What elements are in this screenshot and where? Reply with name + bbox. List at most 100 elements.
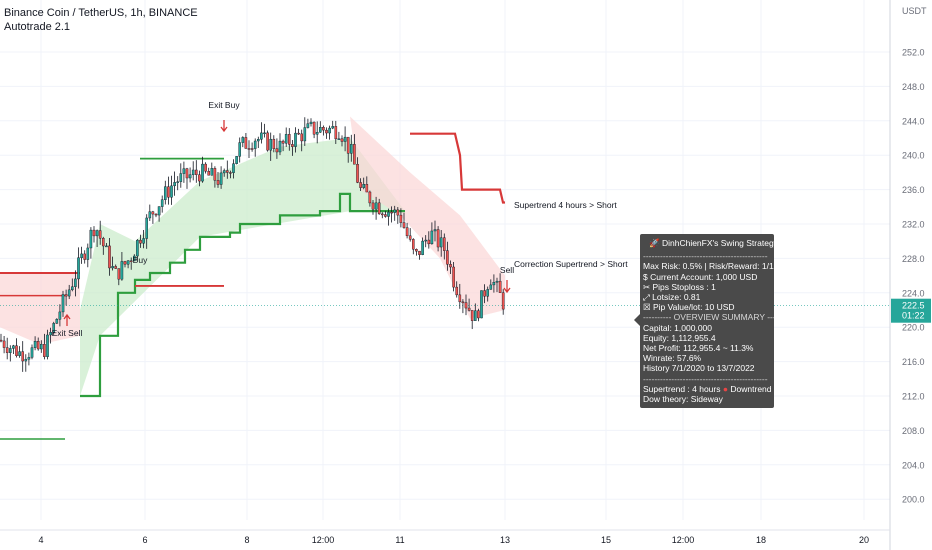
candle-body bbox=[225, 170, 229, 173]
info-row: $ Current Account: 1,000 USD bbox=[643, 271, 758, 282]
candle-body bbox=[433, 229, 437, 232]
time-tick-label: 12:00 bbox=[672, 535, 695, 545]
candle-body bbox=[40, 343, 43, 350]
candle-body bbox=[250, 148, 254, 150]
price-tick-label: 252.0 bbox=[902, 48, 925, 58]
candle-body bbox=[8, 348, 12, 353]
candle-body bbox=[263, 132, 266, 135]
price-tick-label: 232.0 bbox=[902, 220, 925, 230]
candle-body bbox=[266, 132, 269, 151]
candle-body bbox=[136, 239, 139, 257]
candle-body bbox=[198, 174, 201, 182]
supertrend-row: Supertrend : 4 hours ● Downtrend bbox=[643, 384, 774, 394]
chart-header: Binance Coin / TetherUS, 1h, BINANCE Aut… bbox=[4, 6, 198, 34]
price-tick-label: 244.0 bbox=[902, 116, 925, 126]
candle-body bbox=[21, 351, 25, 362]
time-tick-label: 20 bbox=[859, 535, 869, 545]
time-tick-label: 4 bbox=[38, 535, 43, 545]
candle-body bbox=[421, 240, 424, 255]
candle-body bbox=[294, 132, 297, 147]
candle-body bbox=[486, 289, 490, 297]
candle-body bbox=[126, 260, 130, 265]
price-tick-label: 248.0 bbox=[902, 82, 925, 92]
candle-body bbox=[111, 266, 114, 269]
time-tick-label: 11 bbox=[395, 535, 404, 545]
candles bbox=[0, 117, 505, 372]
symbol-title[interactable]: Binance Coin / TetherUS, 1h, BINANCE bbox=[4, 7, 198, 19]
candle-body bbox=[43, 343, 46, 357]
candle-body bbox=[418, 250, 421, 255]
candle-body bbox=[247, 148, 251, 150]
candle-body bbox=[312, 121, 316, 135]
candle-body bbox=[412, 239, 415, 250]
price-tick-label: 212.0 bbox=[902, 392, 925, 402]
candle-body bbox=[399, 214, 403, 223]
trade-annotation: Buy bbox=[133, 255, 148, 265]
candle-body bbox=[55, 318, 59, 324]
supertrend-4h-label: Supertrend 4 hours > Short bbox=[514, 200, 617, 210]
candle-body bbox=[129, 260, 133, 262]
last-price-tag[interactable] bbox=[891, 298, 931, 323]
candle-body bbox=[188, 174, 192, 179]
price-tick-label: 240.0 bbox=[902, 151, 925, 161]
candle-body bbox=[74, 278, 77, 287]
candle-body bbox=[232, 163, 235, 173]
rocket-icon: 🚀 bbox=[649, 238, 660, 248]
candle-body bbox=[167, 186, 170, 198]
candle-body bbox=[89, 229, 93, 249]
info-row: Max Risk: 0.5% | Risk/Reward: 1/1 bbox=[643, 261, 774, 272]
candle-body bbox=[46, 334, 49, 357]
candle-body bbox=[424, 239, 428, 242]
candle-body bbox=[374, 202, 378, 210]
candle-body bbox=[284, 134, 288, 144]
candle-body bbox=[210, 168, 214, 176]
candle-body bbox=[377, 202, 381, 215]
trade-annotation: Exit Sell bbox=[52, 328, 83, 338]
time-tick-label: 13 bbox=[500, 535, 510, 545]
candle-body bbox=[319, 127, 322, 133]
candle-body bbox=[235, 156, 238, 164]
candle-body bbox=[70, 286, 74, 291]
sell-arrow-icon bbox=[503, 280, 511, 294]
candle-body bbox=[105, 245, 108, 248]
correction-supertrend-label: Correction Supertrend > Short bbox=[514, 259, 628, 269]
candle-body bbox=[371, 202, 375, 210]
candle-body bbox=[160, 199, 164, 207]
candle-body bbox=[222, 170, 226, 174]
candle-body bbox=[331, 126, 335, 129]
candle-body bbox=[350, 144, 353, 154]
candle-body bbox=[328, 127, 331, 134]
candle-body bbox=[480, 290, 483, 319]
candle-body bbox=[257, 139, 260, 142]
candle-body bbox=[229, 172, 232, 174]
candle-body bbox=[343, 136, 347, 142]
time-axis[interactable]: 4 6 8 12:00 11 13 15 12:00 18 20 bbox=[0, 529, 890, 545]
candle-body bbox=[300, 133, 304, 142]
candle-body bbox=[393, 209, 397, 213]
indicator-name[interactable]: Autotrade 2.1 bbox=[4, 21, 71, 33]
candle-body bbox=[154, 213, 158, 216]
supertrend-up-line bbox=[80, 192, 405, 398]
candle-body bbox=[464, 302, 468, 309]
candle-body bbox=[185, 168, 189, 179]
candle-body bbox=[27, 357, 31, 360]
candle-body bbox=[216, 180, 220, 185]
candle-body bbox=[0, 339, 3, 342]
divider: ----------------------------------------… bbox=[643, 373, 768, 384]
candle-body bbox=[95, 230, 99, 237]
candle-body bbox=[157, 206, 161, 216]
candle-body bbox=[461, 301, 465, 304]
candle-body bbox=[443, 237, 446, 251]
info-row: ✂ Pips Stoploss : 1 bbox=[643, 281, 716, 292]
exit-sell-arrow-icon bbox=[63, 313, 71, 326]
candle-body bbox=[368, 191, 372, 204]
price-axis[interactable]: 252.0 248.0 244.0 240.0 236.0 232.0 228.0 224.0… bbox=[889, 0, 931, 550]
summary-row: History 7/1/2020 to 13/7/2022 bbox=[643, 363, 755, 374]
candle-body bbox=[381, 213, 384, 216]
last-price-value: 222.5 bbox=[902, 301, 925, 311]
candle-body bbox=[291, 144, 294, 147]
candle-body bbox=[477, 310, 480, 319]
candle-body bbox=[297, 132, 300, 135]
downtrend-dot-icon: ● bbox=[722, 383, 729, 394]
